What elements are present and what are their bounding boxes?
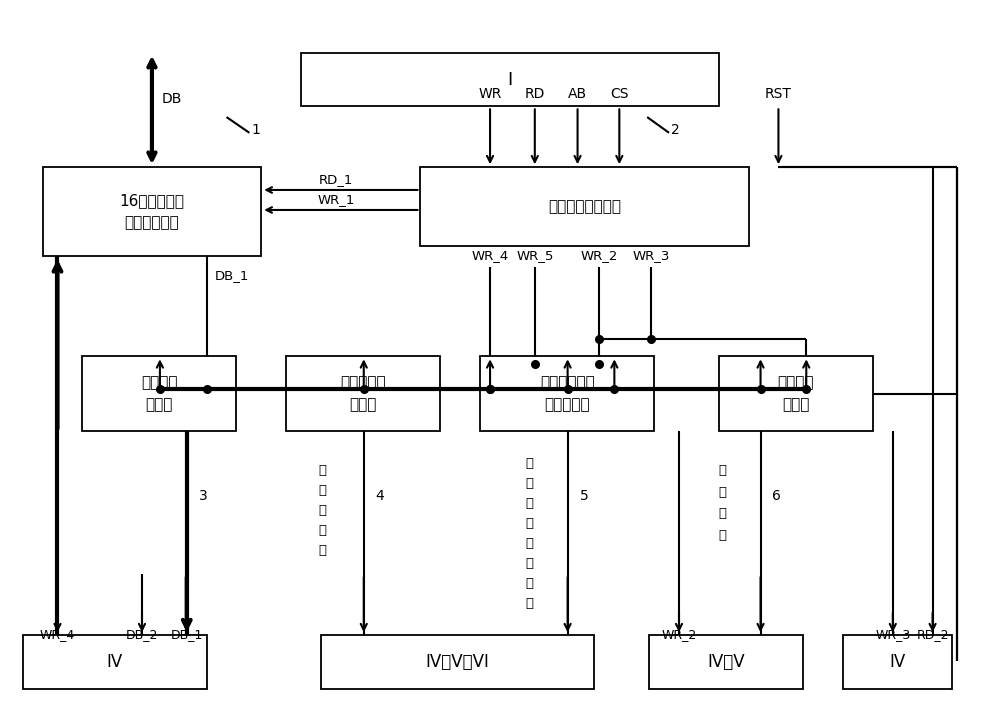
Text: 频: 频 — [526, 557, 534, 570]
Text: WR_1: WR_1 — [317, 193, 355, 206]
Text: DB: DB — [162, 92, 182, 107]
Text: 16位双向数据
选通三态门组: 16位双向数据 选通三态门组 — [119, 193, 184, 230]
Text: DB_1: DB_1 — [215, 269, 249, 282]
Text: 制: 制 — [719, 528, 727, 541]
Text: IV、V: IV、V — [707, 653, 745, 671]
Text: 1: 1 — [251, 123, 260, 137]
FancyBboxPatch shape — [43, 167, 261, 256]
Text: WR: WR — [478, 87, 502, 102]
Text: 模: 模 — [526, 497, 534, 510]
Text: IV: IV — [890, 653, 906, 671]
FancyBboxPatch shape — [480, 356, 654, 431]
Text: 5: 5 — [580, 489, 588, 503]
Text: 数: 数 — [318, 485, 326, 498]
FancyBboxPatch shape — [420, 167, 749, 246]
Text: 编: 编 — [526, 577, 534, 590]
Text: IV、V、VI: IV、V、VI — [426, 653, 490, 671]
Text: CS: CS — [610, 87, 629, 102]
Text: 4: 4 — [376, 489, 384, 503]
FancyBboxPatch shape — [719, 356, 873, 431]
Text: 状: 状 — [719, 464, 727, 477]
Text: 计: 计 — [318, 464, 326, 477]
Text: AB: AB — [568, 87, 587, 102]
Text: 作: 作 — [526, 477, 534, 490]
Text: 2: 2 — [671, 123, 680, 137]
Text: 分: 分 — [526, 537, 534, 550]
Text: 码: 码 — [526, 597, 534, 610]
Text: I: I — [507, 71, 513, 89]
Text: 读写信号控制模块: 读写信号控制模块 — [548, 199, 621, 214]
Text: RD_1: RD_1 — [319, 173, 353, 186]
Text: WR_4: WR_4 — [40, 628, 75, 641]
Text: RD: RD — [525, 87, 545, 102]
Text: DB_1: DB_1 — [171, 628, 203, 641]
Text: DB_2: DB_2 — [126, 628, 158, 641]
Text: WR_4: WR_4 — [471, 249, 509, 262]
Text: 器: 器 — [318, 504, 326, 517]
FancyBboxPatch shape — [843, 635, 952, 688]
Text: WR_3: WR_3 — [875, 628, 910, 641]
Text: RST: RST — [765, 87, 792, 102]
Text: RD_2: RD_2 — [916, 628, 949, 641]
Text: 号: 号 — [318, 544, 326, 557]
FancyBboxPatch shape — [23, 635, 207, 688]
Text: IV: IV — [107, 653, 123, 671]
FancyBboxPatch shape — [286, 356, 440, 431]
Text: WR_2: WR_2 — [581, 249, 618, 262]
Text: 工: 工 — [526, 457, 534, 470]
Text: 控: 控 — [719, 507, 727, 520]
Text: 6: 6 — [772, 489, 781, 503]
Text: 式: 式 — [526, 517, 534, 530]
Text: 3: 3 — [199, 489, 207, 503]
Text: 计数参数
寄存器: 计数参数 寄存器 — [141, 375, 178, 413]
Text: 计数器编号
寄存器: 计数器编号 寄存器 — [340, 375, 386, 413]
Text: 编: 编 — [318, 524, 326, 537]
Text: 态: 态 — [719, 486, 727, 499]
Text: WR_2: WR_2 — [661, 628, 697, 641]
FancyBboxPatch shape — [649, 635, 803, 688]
FancyBboxPatch shape — [301, 53, 719, 107]
FancyBboxPatch shape — [321, 635, 594, 688]
Text: WR_3: WR_3 — [632, 249, 670, 262]
Text: WR_5: WR_5 — [516, 249, 553, 262]
Text: 工作模式分频
编码寄存器: 工作模式分频 编码寄存器 — [540, 375, 595, 413]
Text: 状态控制
寄存器: 状态控制 寄存器 — [778, 375, 814, 413]
FancyBboxPatch shape — [82, 356, 236, 431]
